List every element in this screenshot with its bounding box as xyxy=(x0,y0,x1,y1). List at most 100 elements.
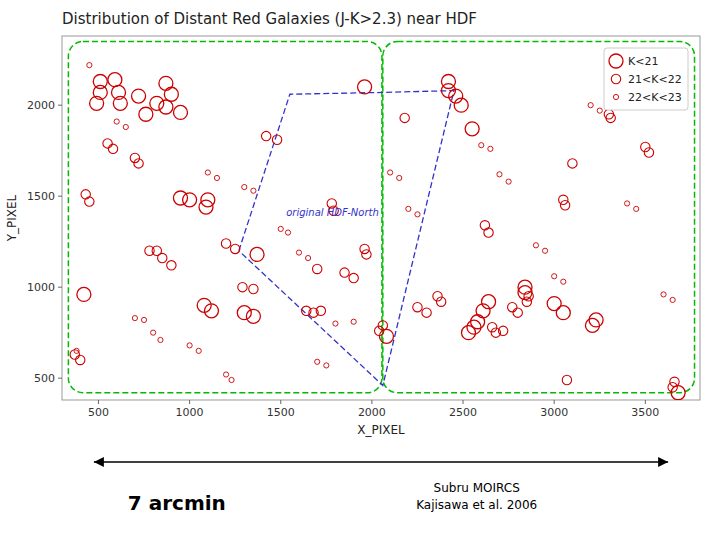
galaxy-point xyxy=(150,96,164,110)
galaxy-point xyxy=(242,184,247,189)
galaxy-point xyxy=(77,287,91,301)
galaxy-point xyxy=(406,206,411,211)
galaxy-point xyxy=(668,383,677,392)
y-tick-label: 500 xyxy=(34,372,55,385)
galaxy-point xyxy=(313,264,322,273)
galaxy-point xyxy=(498,326,507,335)
x-tick-label: 3500 xyxy=(631,406,659,419)
galaxy-point xyxy=(158,337,163,342)
galaxy-point xyxy=(261,131,270,140)
credit-line: Subru MOIRCS xyxy=(434,481,520,495)
x-tick xyxy=(98,400,99,404)
galaxy-point xyxy=(513,308,522,317)
galaxy-point xyxy=(508,302,517,311)
galaxy-point xyxy=(167,261,176,270)
galaxy-point xyxy=(139,107,153,121)
galaxy-point xyxy=(484,228,493,237)
galaxy-point xyxy=(305,255,310,260)
galaxy-point xyxy=(187,343,192,348)
galaxy-point xyxy=(362,250,371,259)
galaxy-point xyxy=(379,329,393,343)
galaxy-point xyxy=(108,144,117,153)
galaxy-point xyxy=(159,76,173,90)
galaxy-point xyxy=(397,175,402,180)
galaxy-point xyxy=(151,330,156,335)
galaxy-point xyxy=(360,244,369,253)
title: Distribution of Distant Red Galaxies (J-… xyxy=(62,10,477,28)
galaxy-point xyxy=(76,355,85,364)
galaxy-point xyxy=(624,201,629,206)
x-tick xyxy=(189,400,190,404)
galaxy-point xyxy=(285,230,290,235)
y-tick xyxy=(58,105,62,106)
x-tick-label: 500 xyxy=(88,406,109,419)
x-tick xyxy=(554,400,555,404)
galaxy-point xyxy=(340,268,349,277)
galaxy-point xyxy=(141,317,146,322)
galaxy-point xyxy=(114,119,119,124)
x-axis-label: X_PIXEL xyxy=(357,423,405,437)
galaxy-point xyxy=(113,96,127,110)
galaxy-point xyxy=(93,75,107,89)
fov-outline xyxy=(383,41,695,392)
galaxy-point xyxy=(251,188,256,193)
arrow-head xyxy=(658,457,668,467)
galaxy-point xyxy=(278,226,283,231)
galaxy-point xyxy=(542,248,547,253)
galaxy-point xyxy=(183,193,197,207)
galaxy-point xyxy=(378,321,387,330)
galaxy-point xyxy=(670,377,679,386)
scale-arrow xyxy=(94,461,668,463)
x-tick-label: 2500 xyxy=(449,406,477,419)
galaxy-point xyxy=(158,253,167,262)
galaxy-point xyxy=(74,348,79,353)
arrow-head xyxy=(94,457,104,467)
galaxy-point xyxy=(560,201,569,210)
galaxy-point xyxy=(522,297,531,306)
galaxy-point xyxy=(81,190,90,199)
galaxy-point xyxy=(103,139,112,148)
x-tick-label: 3000 xyxy=(540,406,568,419)
galaxy-point xyxy=(272,135,281,144)
galaxy-point xyxy=(249,284,258,293)
galaxy-point xyxy=(296,250,301,255)
galaxy-point xyxy=(358,80,372,94)
x-tick xyxy=(645,400,646,404)
y-axis-label: Y_PIXEL xyxy=(5,194,19,242)
galaxy-point xyxy=(597,108,602,113)
galaxy-point xyxy=(562,375,571,384)
galaxy-point xyxy=(230,244,239,253)
galaxy-point xyxy=(315,359,320,364)
galaxy-point xyxy=(132,89,146,103)
y-tick-label: 2000 xyxy=(27,99,55,112)
credit: Subru MOIRCSKajisawa et al. 2006 xyxy=(416,481,537,512)
annotation: original HDF-North xyxy=(286,207,379,218)
galaxy-point xyxy=(644,148,653,157)
x-tick-label: 2000 xyxy=(358,406,386,419)
galaxy-point xyxy=(588,103,593,108)
galaxy-point xyxy=(349,273,358,282)
legend-label: 22<K<23 xyxy=(628,91,682,104)
galaxy-point xyxy=(324,363,329,368)
galaxy-point xyxy=(333,321,338,326)
x-tick xyxy=(371,400,372,404)
galaxy-point xyxy=(506,179,511,184)
galaxy-point xyxy=(661,292,666,297)
background xyxy=(0,0,720,540)
galaxy-point xyxy=(670,297,675,302)
legend-label: 21<K<22 xyxy=(628,73,682,86)
galaxy-point xyxy=(482,295,496,309)
y-tick xyxy=(58,287,62,288)
galaxy-point xyxy=(90,96,104,110)
galaxy-point xyxy=(568,159,577,168)
series xyxy=(74,63,675,383)
galaxy-point xyxy=(606,113,615,122)
galaxy-point xyxy=(108,73,122,87)
scale-label: 7 arcmin xyxy=(128,491,226,515)
galaxy-point xyxy=(561,279,566,284)
galaxy-point xyxy=(246,309,260,323)
galaxy-point xyxy=(479,143,484,148)
hdf-outline xyxy=(239,91,454,386)
galaxy-point xyxy=(70,350,79,359)
plot-frame xyxy=(62,36,700,400)
